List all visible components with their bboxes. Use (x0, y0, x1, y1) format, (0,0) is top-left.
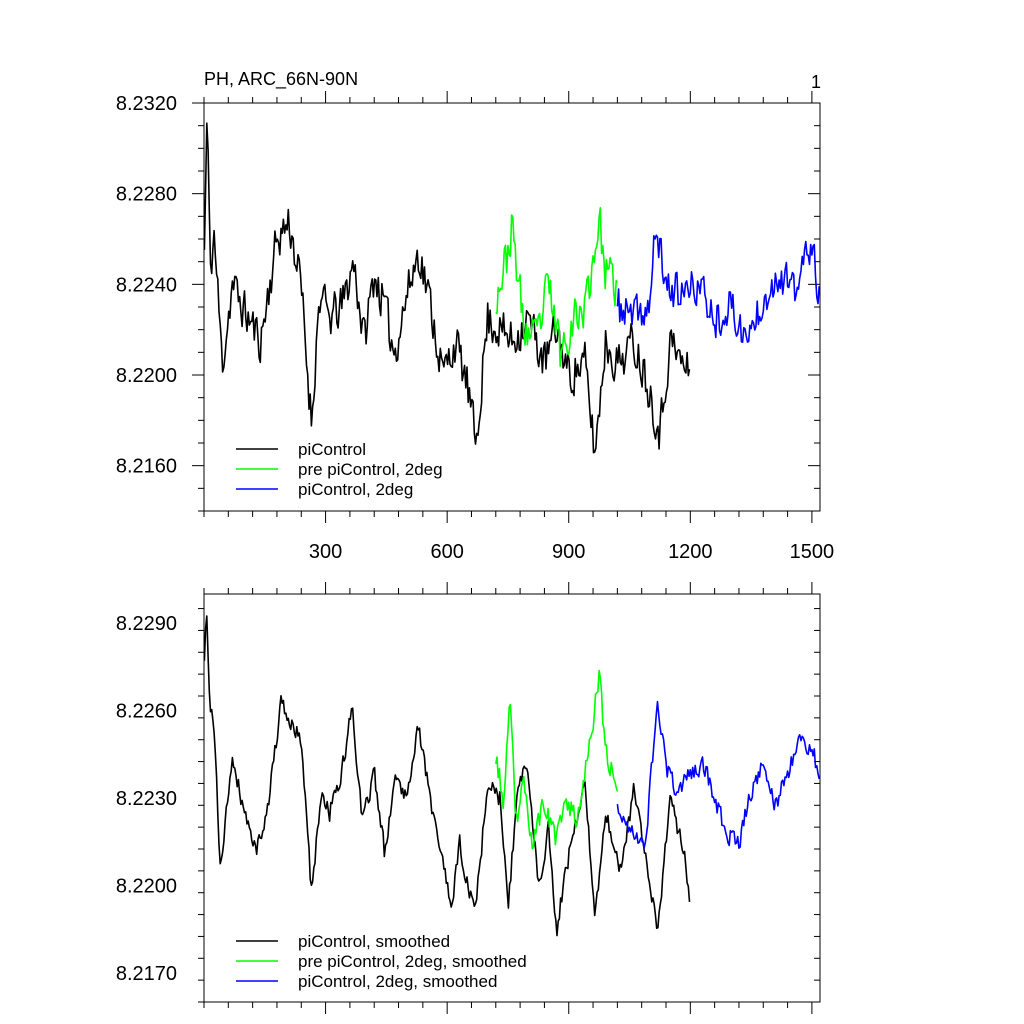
top-plot-frame (203, 102, 821, 512)
series-line (495, 669, 619, 850)
y-tick-label: 8.2320 (116, 93, 177, 115)
top-series-lines (203, 122, 820, 454)
y-tick-label: 8.2230 (116, 788, 177, 810)
legend-entry: pre piControl, 2deg (236, 460, 443, 479)
y-tick-label: 8.2160 (116, 456, 177, 478)
x-tick-label: 1200 (668, 541, 713, 563)
series-line (616, 234, 820, 344)
y-tick-label: 8.2200 (116, 875, 177, 897)
y-tick-label: 8.2240 (116, 274, 177, 296)
legend-label: piControl, smoothed (298, 932, 450, 951)
bottom-series-lines (203, 615, 820, 937)
x-tick-label: 1500 (790, 541, 835, 563)
y-tick-label: 8.2260 (116, 701, 177, 723)
legend-entry: piControl, 2deg, smoothed (236, 972, 497, 991)
bottom-plot-frame (203, 593, 821, 1003)
bottom-panel: 8.2170 8.2200 8.2230 8.2260 8.2290 piCon… (116, 582, 821, 1014)
legend-entry: pre piControl, 2deg, smoothed (236, 952, 527, 971)
x-tick-label: 600 (430, 541, 463, 563)
legend-entry: piControl (236, 440, 366, 459)
y-tick-label: 8.2280 (116, 184, 177, 206)
bottom-legend: piControl, smoothed pre piControl, 2deg,… (236, 932, 527, 991)
top-ticks (192, 91, 820, 523)
y-tick-label: 8.2200 (116, 365, 177, 387)
legend-label: pre piControl, 2deg, smoothed (298, 952, 527, 971)
legend-label: piControl, 2deg (298, 480, 413, 499)
y-tick-label: 8.2170 (116, 963, 177, 985)
series-line (203, 122, 691, 454)
series-line (203, 615, 691, 937)
chart-title: PH, ARC_66N-90N (204, 69, 358, 90)
x-tick-label: 300 (309, 541, 342, 563)
x-tick-label: 900 (552, 541, 585, 563)
top-tick-labels: 8.2160 8.2200 8.2240 8.2280 8.2320 300 6… (116, 93, 834, 563)
panel-number-label: 1 (811, 72, 821, 92)
legend-label: piControl, 2deg, smoothed (298, 972, 497, 991)
legend-entry: piControl, 2deg (236, 480, 413, 499)
series-line (616, 700, 820, 850)
bottom-tick-labels: 8.2170 8.2200 8.2230 8.2260 8.2290 (116, 613, 177, 985)
legend-label: pre piControl, 2deg (298, 460, 443, 479)
legend-label: piControl (298, 440, 366, 459)
bottom-ticks (198, 582, 820, 1014)
y-tick-label: 8.2290 (116, 613, 177, 635)
series-line (495, 207, 619, 368)
legend-entry: piControl, smoothed (236, 932, 450, 951)
top-legend: piControl pre piControl, 2deg piControl,… (236, 440, 443, 499)
top-panel: PH, ARC_66N-90N 1 8.2160 8.2200 8.2240 8… (116, 69, 834, 563)
